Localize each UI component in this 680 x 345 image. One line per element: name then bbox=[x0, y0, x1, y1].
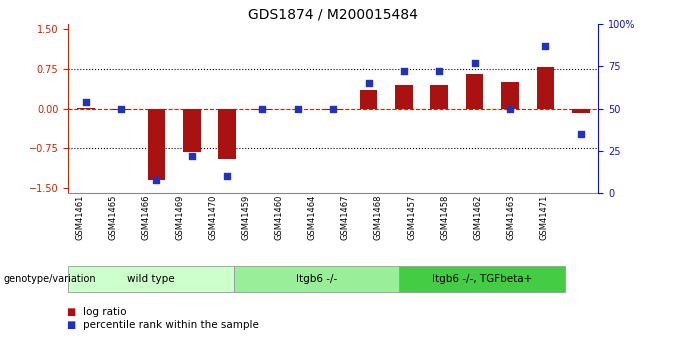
Point bbox=[398, 69, 409, 74]
Point bbox=[434, 69, 445, 74]
Bar bbox=[501, 82, 519, 109]
Bar bbox=[466, 74, 483, 109]
Point bbox=[116, 106, 126, 111]
Bar bbox=[360, 90, 377, 109]
Bar bbox=[430, 85, 448, 109]
Text: GSM41465: GSM41465 bbox=[109, 195, 118, 240]
Text: log ratio: log ratio bbox=[83, 307, 126, 317]
Text: GSM41459: GSM41459 bbox=[241, 195, 250, 240]
Point bbox=[363, 80, 374, 86]
Text: GSM41462: GSM41462 bbox=[473, 195, 482, 240]
Bar bbox=[218, 109, 236, 159]
Bar bbox=[254, 109, 271, 110]
Text: wild type: wild type bbox=[127, 274, 175, 284]
Point bbox=[222, 174, 233, 179]
Point bbox=[328, 106, 339, 111]
Point bbox=[257, 106, 268, 111]
Text: GSM41471: GSM41471 bbox=[540, 195, 549, 240]
Bar bbox=[324, 109, 342, 110]
Point bbox=[575, 131, 586, 137]
Bar bbox=[572, 109, 590, 113]
Text: genotype/variation: genotype/variation bbox=[3, 274, 96, 284]
Text: GSM41466: GSM41466 bbox=[142, 195, 151, 240]
Text: GSM41468: GSM41468 bbox=[374, 195, 383, 240]
Bar bbox=[148, 109, 165, 180]
Bar bbox=[77, 108, 95, 109]
Text: ■: ■ bbox=[67, 320, 75, 330]
Text: GSM41461: GSM41461 bbox=[75, 195, 84, 240]
Point bbox=[292, 106, 303, 111]
Text: GSM41464: GSM41464 bbox=[307, 195, 317, 240]
Point bbox=[540, 43, 551, 49]
Text: GSM41467: GSM41467 bbox=[341, 195, 350, 240]
Point bbox=[151, 177, 162, 183]
Bar bbox=[112, 109, 130, 110]
Bar bbox=[395, 85, 413, 109]
Bar bbox=[183, 109, 201, 152]
Text: GSM41457: GSM41457 bbox=[407, 195, 416, 240]
Point bbox=[469, 60, 480, 66]
Text: GSM41470: GSM41470 bbox=[208, 195, 217, 240]
Text: GSM41463: GSM41463 bbox=[507, 195, 515, 240]
Text: Itgb6 -/-, TGFbeta+: Itgb6 -/-, TGFbeta+ bbox=[432, 274, 532, 284]
Text: GSM41469: GSM41469 bbox=[175, 195, 184, 240]
Text: GSM41460: GSM41460 bbox=[275, 195, 284, 240]
Title: GDS1874 / M200015484: GDS1874 / M200015484 bbox=[248, 8, 418, 22]
Point bbox=[80, 99, 91, 105]
Text: GSM41458: GSM41458 bbox=[440, 195, 449, 240]
Point bbox=[505, 106, 515, 111]
Bar bbox=[537, 68, 554, 109]
Text: percentile rank within the sample: percentile rank within the sample bbox=[83, 320, 259, 330]
Text: Itgb6 -/-: Itgb6 -/- bbox=[296, 274, 337, 284]
Text: ■: ■ bbox=[67, 307, 75, 317]
Point bbox=[186, 153, 197, 159]
